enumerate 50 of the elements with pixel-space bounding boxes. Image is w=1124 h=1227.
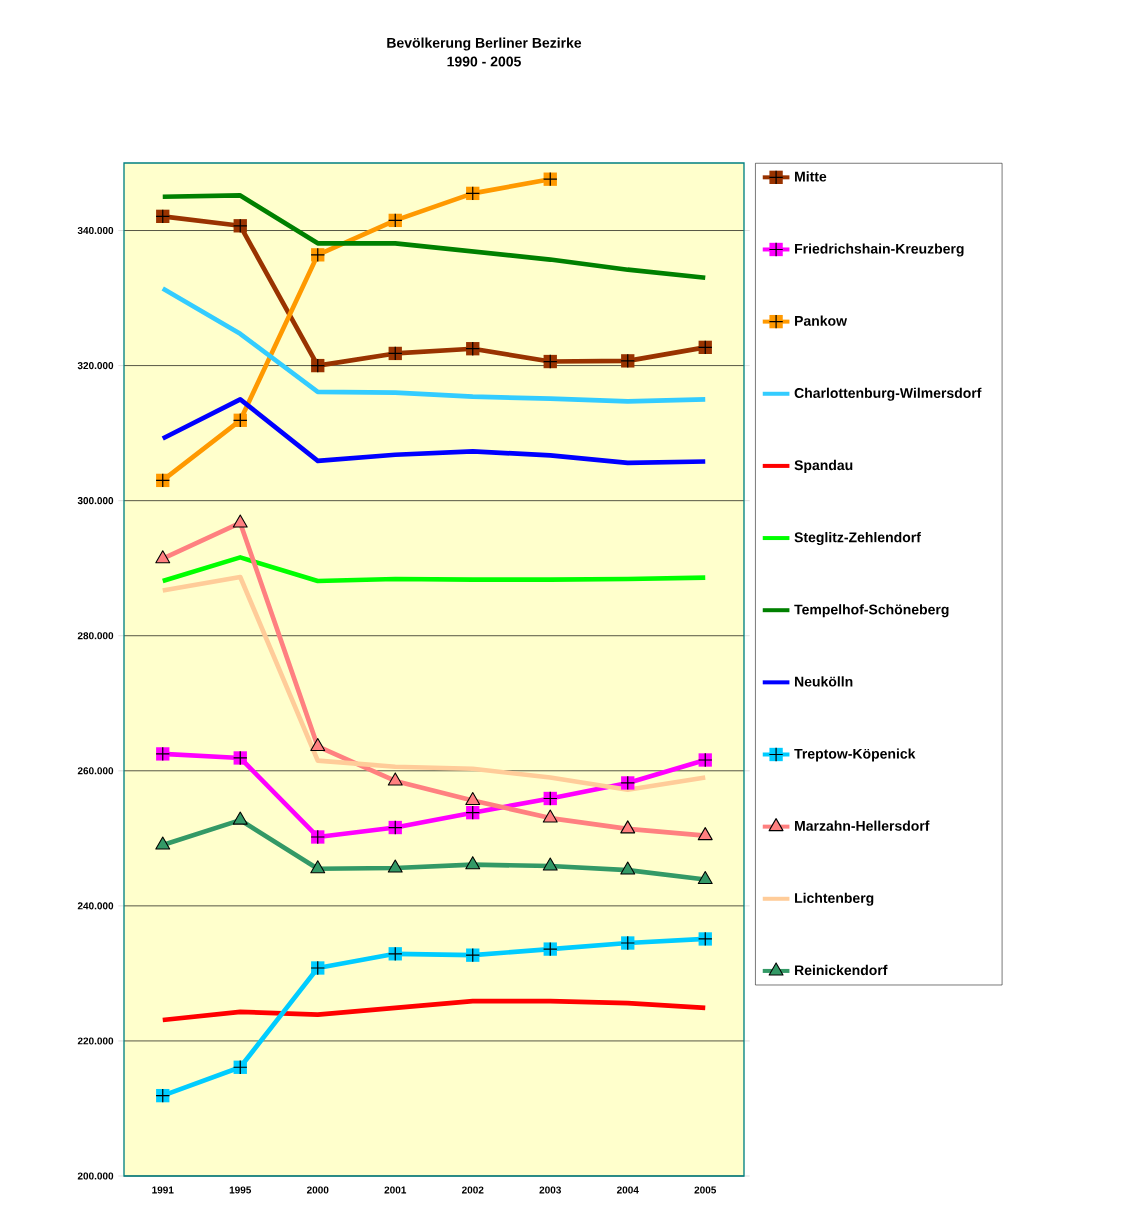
legend-label: Neukölln xyxy=(795,676,853,687)
legend-label: Mitte xyxy=(795,171,827,182)
legend-label: Marzahn-Hellersdorf xyxy=(795,820,930,831)
chart-title: Bevölkerung Berliner Bezirke xyxy=(387,37,582,51)
line-series xyxy=(160,574,708,793)
point xyxy=(310,860,326,874)
line-series xyxy=(160,397,708,466)
point xyxy=(542,809,558,823)
legend-label: Friedrichshain-Kreuzberg xyxy=(795,243,964,257)
point xyxy=(542,857,558,871)
point xyxy=(697,827,713,841)
y-tick-label: 320.000 xyxy=(77,362,114,370)
point xyxy=(155,836,171,850)
x-tick-label: 2001 xyxy=(384,1186,407,1194)
y-tick-label: 260.000 xyxy=(77,767,114,775)
point xyxy=(232,514,248,528)
x-tick-label: 1991 xyxy=(152,1186,174,1194)
point xyxy=(697,870,713,885)
legend-label: Pankow xyxy=(795,315,848,326)
x-tick-label: 2005 xyxy=(694,1186,717,1194)
legend-label: Steglitz-Zehlendorf xyxy=(794,531,921,546)
legend-label: Reinickendorf xyxy=(795,964,888,976)
legend-label: Tempelhof-Schöneberg xyxy=(794,604,949,618)
point xyxy=(310,737,326,752)
x-tick-label: 2003 xyxy=(539,1186,562,1194)
line-series xyxy=(160,286,708,404)
x-tick-label: 2004 xyxy=(616,1186,639,1194)
y-tick-label: 220.000 xyxy=(77,1037,114,1045)
point xyxy=(155,550,171,564)
point xyxy=(465,791,481,806)
legend-label: Treptow-Köpenick xyxy=(794,748,916,762)
point xyxy=(232,811,248,825)
point xyxy=(387,772,403,786)
y-tick-label: 200.000 xyxy=(77,1172,114,1180)
chart-subtitle: 1990 - 2005 xyxy=(447,56,521,67)
line-series xyxy=(160,555,708,584)
point xyxy=(387,859,403,873)
y-tick-label: 240.000 xyxy=(77,902,114,910)
point xyxy=(620,861,636,875)
legend-label: Charlottenburg-Wilmersdorf xyxy=(794,387,982,401)
legend-label: Spandau xyxy=(794,459,853,473)
legend-label: Lichtenberg xyxy=(795,892,874,906)
y-tick-label: 340.000 xyxy=(77,226,114,235)
y-tick-label: 300.000 xyxy=(77,497,114,505)
point xyxy=(620,820,636,834)
x-tick-label: 1995 xyxy=(229,1186,252,1194)
point xyxy=(465,856,481,870)
y-tick-label: 280.000 xyxy=(77,632,114,640)
x-tick-label: 2000 xyxy=(306,1186,329,1194)
x-tick-label: 2002 xyxy=(461,1186,484,1194)
